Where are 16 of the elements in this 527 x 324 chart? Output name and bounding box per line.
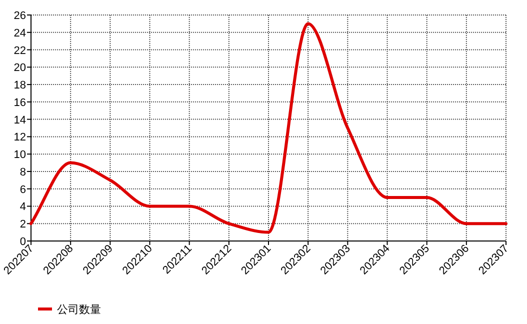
y-tick-label: 6 xyxy=(20,184,26,196)
y-tick-label: 26 xyxy=(14,10,26,22)
y-tick-label: 18 xyxy=(14,80,26,92)
y-tick-label: 8 xyxy=(20,166,26,178)
y-tick-label: 2 xyxy=(20,218,26,231)
y-tick-label: 4 xyxy=(20,201,26,214)
y-tick-label: 22 xyxy=(14,44,26,57)
y-tick-label: 12 xyxy=(14,132,26,144)
y-tick-label: 10 xyxy=(14,149,26,162)
y-tick-label: 16 xyxy=(14,96,26,109)
y-tick-label: 24 xyxy=(14,27,26,40)
line-series xyxy=(30,22,508,234)
legend-label: 公司数量 xyxy=(57,304,101,316)
y-tick-label: 14 xyxy=(14,114,26,126)
y-tick-label: 20 xyxy=(14,62,26,74)
y-tick-label: 0 xyxy=(20,236,26,248)
